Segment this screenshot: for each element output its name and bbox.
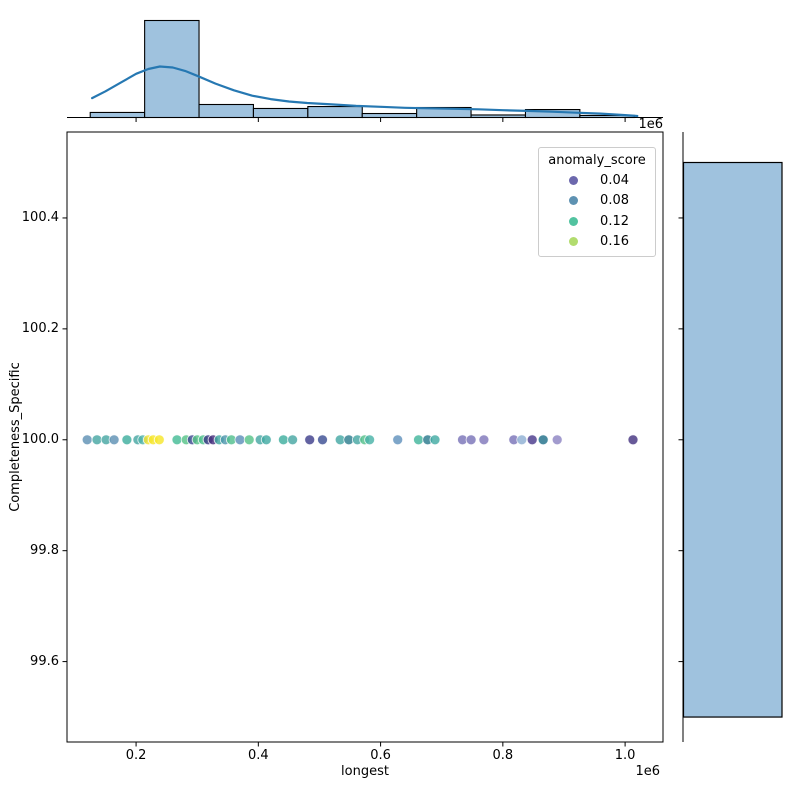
scatter-point bbox=[287, 434, 299, 446]
legend-entry: 0.04 bbox=[539, 170, 655, 191]
x-axis-label: longest bbox=[341, 764, 389, 779]
scatter-point bbox=[304, 434, 316, 446]
legend-entry-label: 0.04 bbox=[600, 172, 629, 188]
scatter-point bbox=[551, 434, 563, 446]
scatter-point bbox=[478, 434, 490, 446]
y-tick-label: 100.0 bbox=[21, 431, 59, 447]
top-hist-bar bbox=[198, 103, 254, 119]
scatter-point bbox=[171, 434, 183, 446]
scatter-point bbox=[81, 434, 93, 446]
x-tick-label: 1.0 bbox=[614, 748, 636, 763]
scatter-point bbox=[121, 434, 133, 446]
x-tick-label: 0.8 bbox=[492, 748, 514, 763]
legend-dot-icon bbox=[569, 216, 578, 226]
x-axis-offset-text-top: 1e6 bbox=[638, 117, 663, 132]
x-axis-offset-text-bottom: 1e6 bbox=[635, 764, 660, 779]
scatter-point bbox=[108, 434, 120, 446]
legend-entry: 0.08 bbox=[539, 191, 655, 212]
y-tick-label: 99.8 bbox=[30, 542, 59, 558]
scatter-point bbox=[153, 434, 165, 446]
legend-dot-icon bbox=[569, 237, 578, 247]
scatter-point bbox=[413, 434, 424, 446]
scatter-point bbox=[91, 434, 103, 446]
scatter-point bbox=[465, 434, 477, 446]
top-hist-bar bbox=[361, 112, 418, 119]
scatter-point bbox=[260, 434, 272, 446]
scatter-point bbox=[317, 434, 328, 446]
scatter-point bbox=[627, 434, 639, 446]
scatter-point bbox=[537, 434, 549, 446]
scatter-point bbox=[392, 434, 404, 446]
main-axes-box bbox=[66, 131, 664, 743]
y-tick-label: 100.2 bbox=[21, 320, 59, 336]
legend: anomaly_score 0.04 0.08 0.12 0.16 bbox=[538, 147, 656, 257]
legend-entry: 0.12 bbox=[539, 211, 655, 232]
legend-entry-label: 0.16 bbox=[600, 234, 629, 250]
right-hist-bar bbox=[682, 161, 783, 718]
top-hist-bar bbox=[89, 111, 146, 119]
legend-entry-label: 0.12 bbox=[600, 213, 629, 229]
legend-title: anomaly_score bbox=[548, 153, 646, 168]
legend-entry-label: 0.08 bbox=[600, 193, 629, 209]
scatter-point bbox=[364, 434, 376, 446]
scatter-point bbox=[277, 434, 289, 446]
x-tick-label: 0.2 bbox=[125, 748, 147, 763]
top-hist-bar bbox=[144, 19, 200, 119]
x-tick-label: 0.4 bbox=[247, 748, 269, 763]
scatter-point bbox=[234, 434, 246, 446]
y-tick-label: 100.4 bbox=[21, 209, 59, 225]
legend-entry: 0.16 bbox=[539, 232, 655, 253]
legend-entries: 0.04 0.08 0.12 0.16 bbox=[539, 170, 655, 252]
top-hist-bar bbox=[307, 105, 363, 119]
legend-dot-icon bbox=[569, 196, 578, 206]
y-tick-label: 99.6 bbox=[30, 653, 59, 669]
scatter-point bbox=[243, 434, 255, 446]
top-hist-bar bbox=[252, 107, 309, 119]
kde-curve bbox=[91, 65, 639, 118]
scatter-point bbox=[516, 434, 528, 446]
scatter-point bbox=[429, 434, 441, 446]
scatter-point bbox=[526, 434, 538, 446]
legend-dot-icon bbox=[569, 175, 578, 185]
x-tick-label: 0.6 bbox=[370, 748, 391, 763]
